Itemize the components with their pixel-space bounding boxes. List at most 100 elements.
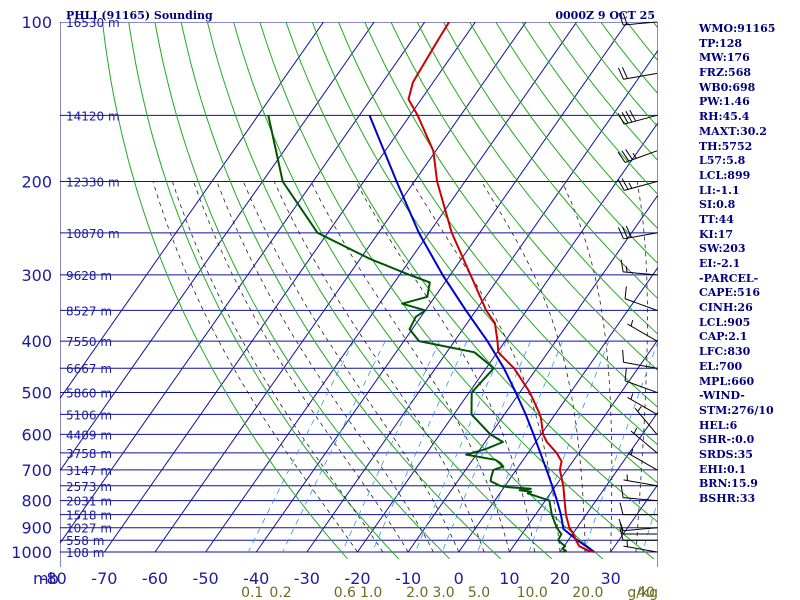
- isotherm-line: [508, 338, 658, 553]
- dry-adiabat-line: [311, 22, 658, 484]
- wind-barb-feather: [620, 485, 624, 498]
- wind-barb-staff: [623, 545, 658, 553]
- mixing-ratio-tick-label: 1.0: [360, 585, 382, 600]
- wind-barb-half-feather: [630, 393, 634, 400]
- wind-barb-feather: [619, 502, 624, 515]
- temperature-tick-label: 20: [550, 569, 570, 588]
- moist-adiabat-line: [635, 181, 648, 553]
- wind-barb-staff: [634, 408, 658, 435]
- index-item: LI:-1.1: [699, 183, 740, 197]
- height-label: 9628 m: [66, 269, 112, 283]
- index-item: SI:0.8: [699, 198, 736, 212]
- mixing-ratio-tick-label: 0.6: [334, 585, 356, 600]
- index-item: TP:128: [699, 36, 743, 50]
- index-item: EHI:0.1: [699, 462, 747, 476]
- index-item: LCL:905: [699, 315, 751, 329]
- index-item: RH:45.4: [699, 110, 750, 124]
- chart-title-left: PHLI (91165) Sounding: [66, 9, 213, 22]
- index-item: PW:1.46: [699, 95, 750, 109]
- wind-barb: [622, 349, 658, 369]
- wind-barb: [618, 67, 658, 80]
- wind-barb-half-feather: [628, 182, 633, 189]
- index-item: TH:5752: [699, 139, 753, 153]
- pressure-tick-label: 900: [21, 519, 52, 538]
- dry-adiabat-line: [101, 22, 348, 560]
- wind-barb-feather: [618, 518, 624, 531]
- wind-barb-feather: [621, 112, 629, 124]
- wind-barb-staff: [627, 452, 658, 471]
- index-item: MPL:660: [699, 374, 755, 388]
- pressure-tick-label: 400: [21, 332, 52, 351]
- index-item: CINH:26: [699, 301, 753, 315]
- index-item: EL:700: [699, 359, 743, 373]
- height-label: 14120 m: [66, 109, 120, 123]
- temperature-tick-label: -70: [91, 569, 117, 588]
- height-label: 108 m: [66, 546, 104, 560]
- height-label: 12330 m: [66, 176, 120, 190]
- isotherm-line: [60, 22, 426, 544]
- height-label: 10870 m: [66, 227, 120, 241]
- wind-barb-staff: [624, 114, 658, 125]
- wind-barb: [624, 286, 658, 311]
- wind-barb-feather: [621, 178, 629, 190]
- index-item: -PARCEL-: [699, 271, 759, 285]
- mixing-ratio-line: [414, 340, 507, 553]
- wind-barb-feather: [629, 109, 637, 122]
- stability-indices-list: WMO:91165 TP:128 MW:176 FRZ:568 WB0:698 PW:1.…: [699, 22, 775, 507]
- wind-barb-feather: [620, 259, 624, 272]
- isotherm-line: [60, 22, 375, 472]
- index-item: EI:-2.1: [699, 257, 741, 270]
- mixing-ratio-tick-label: 20.0: [572, 585, 603, 600]
- mixing-ratio-tick-label: 40: [637, 585, 655, 600]
- mixing-ratio-tick-label: 0.2: [269, 585, 291, 600]
- height-label: 2573 m: [66, 480, 112, 494]
- moist-adiabat-line: [216, 181, 434, 553]
- index-item: SW:203: [699, 242, 746, 256]
- mixing-ratio-line: [282, 340, 386, 553]
- mixing-ratio-line: [528, 340, 610, 553]
- wind-barb: [624, 368, 658, 393]
- mixing-ratio-tick-label: 2.0: [406, 585, 428, 600]
- dry-adiabat-line: [180, 22, 502, 560]
- isotherm-line: [458, 266, 658, 553]
- moist-adiabat-line: [242, 181, 460, 553]
- temperature-tick-label: -30: [294, 569, 320, 588]
- wind-barb-feather: [622, 12, 628, 25]
- dry-adiabat-line: [337, 22, 658, 446]
- wind-barb-feather: [618, 227, 624, 240]
- wind-barb-half-feather: [637, 406, 642, 412]
- wind-barb-staff: [623, 479, 658, 487]
- wind-barb-feather: [625, 225, 632, 238]
- wind-barb: [620, 485, 658, 502]
- mixing-ratio-tick-label: 5.0: [468, 585, 490, 600]
- wind-barb-feather: [621, 150, 630, 162]
- temperature-profile-line: [407, 22, 595, 553]
- index-item: KI:17: [699, 227, 734, 241]
- dry-adiabat-line: [416, 22, 658, 336]
- wind-barb: [627, 448, 658, 471]
- wind-barb-feather: [617, 113, 625, 125]
- wind-barb-staff: [623, 361, 658, 369]
- index-item: LFC:830: [699, 345, 751, 359]
- mixing-ratio-tick-label: 0.1: [241, 585, 263, 600]
- wind-barb-staff: [623, 271, 658, 276]
- wind-barb: [617, 109, 658, 125]
- wind-barb: [627, 320, 658, 342]
- height-label: 2031 m: [66, 495, 112, 509]
- height-label: 5106 m: [66, 408, 112, 422]
- wind-barb-feather: [622, 349, 625, 363]
- isotherm-line: [60, 22, 325, 400]
- mixing-ratio-tick-label: 3.0: [432, 585, 454, 600]
- wind-barb: [618, 518, 658, 532]
- index-item: HEL:6: [699, 418, 738, 432]
- pressure-axis-unit: mb: [33, 569, 59, 588]
- wind-barb-feather: [624, 368, 627, 381]
- sounding-profiles: [267, 22, 595, 553]
- wind-barb-feather: [621, 226, 628, 239]
- temperature-tick-label: -60: [142, 569, 168, 588]
- dry-adiabat-line: [442, 22, 658, 300]
- wind-barb-feather: [618, 13, 624, 26]
- wind-barb: [618, 12, 658, 26]
- index-item: SHR-:0.0: [699, 433, 755, 447]
- height-label: 3147 m: [66, 464, 112, 478]
